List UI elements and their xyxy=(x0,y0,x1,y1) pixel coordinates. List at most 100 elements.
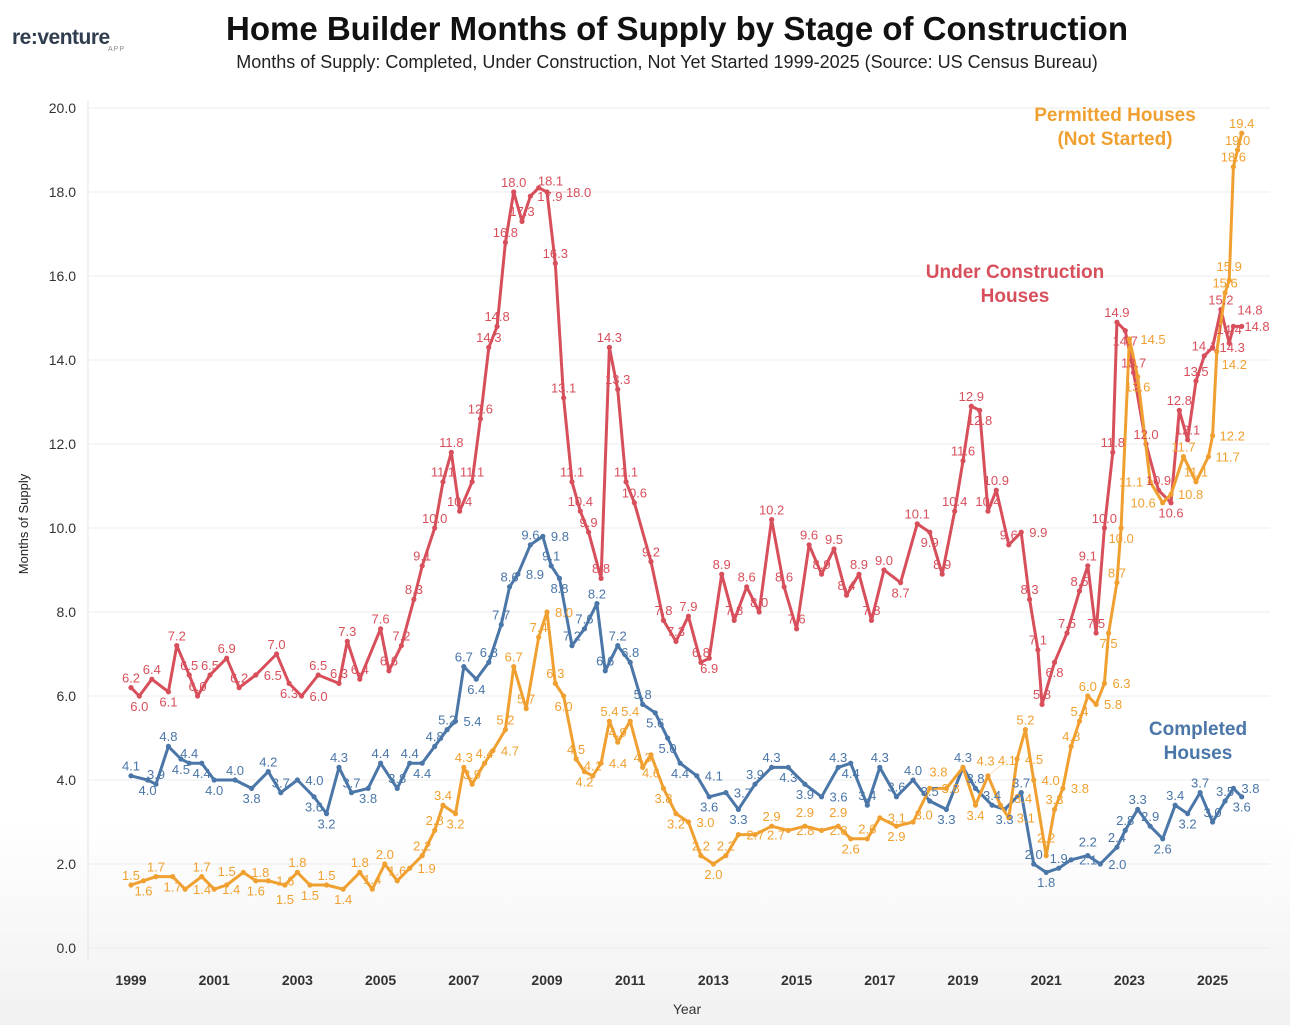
data-point xyxy=(315,672,321,678)
data-point xyxy=(1022,727,1028,733)
data-point xyxy=(323,882,330,888)
series-layer xyxy=(128,130,1245,892)
data-point xyxy=(457,508,463,514)
data-point xyxy=(1043,869,1049,876)
data-point xyxy=(581,769,588,775)
x-tick-label: 2021 xyxy=(1031,972,1062,988)
data-point xyxy=(927,785,933,792)
data-point xyxy=(448,449,454,455)
data-point xyxy=(515,571,521,577)
data-point xyxy=(323,811,330,817)
data-label: 8.6 xyxy=(501,570,519,585)
y-tick-label: 18.0 xyxy=(49,184,76,200)
data-point xyxy=(224,655,230,661)
data-label: 6.3 xyxy=(1112,676,1130,691)
data-label: 1.5 xyxy=(122,868,140,883)
y-tick-label: 0.0 xyxy=(57,940,77,956)
data-point xyxy=(411,596,417,603)
data-label: 5.0 xyxy=(659,741,677,756)
data-point xyxy=(1064,630,1070,636)
data-label: 5.2 xyxy=(1016,712,1034,727)
data-point xyxy=(1035,647,1041,653)
data-label: 6.3 xyxy=(546,666,564,681)
data-label: 8.3 xyxy=(1021,582,1039,597)
data-point xyxy=(311,794,317,800)
data-point xyxy=(985,508,991,514)
data-label: 11.7 xyxy=(1216,449,1240,464)
data-point xyxy=(494,323,500,329)
data-label: 7.3 xyxy=(338,624,356,639)
data-point xyxy=(698,659,704,666)
data-point xyxy=(631,500,637,506)
data-label: 3.7 xyxy=(1191,775,1209,790)
data-label: 11.8 xyxy=(1101,435,1125,450)
data-point xyxy=(843,592,850,598)
chart-subtitle: Months of Supply: Completed, Under Const… xyxy=(236,52,1098,72)
data-point xyxy=(452,718,459,724)
data-point xyxy=(581,626,588,632)
series-annotation: Under Construction xyxy=(926,262,1104,283)
data-point xyxy=(145,777,151,783)
data-label: 3.9 xyxy=(463,767,481,782)
data-label: 4.1 xyxy=(998,753,1016,768)
data-label: 11.1 xyxy=(614,465,638,480)
data-point xyxy=(943,806,949,813)
data-label: 1.8 xyxy=(351,855,369,870)
data-point xyxy=(1210,433,1216,439)
label-leader-line xyxy=(987,760,1008,777)
data-label: 3.4 xyxy=(434,788,452,803)
data-label: 2.0 xyxy=(1108,857,1126,872)
data-label: 8.6 xyxy=(738,570,756,585)
data-label: 12.8 xyxy=(1167,393,1192,408)
data-point xyxy=(249,785,255,792)
data-point xyxy=(698,853,704,859)
data-point xyxy=(1101,525,1108,531)
y-axis-label: Months of Supply xyxy=(16,473,31,574)
data-label: 10.6 xyxy=(1130,496,1155,511)
data-label: 5.4 xyxy=(463,714,481,729)
data-label: 4.2 xyxy=(259,754,277,769)
data-label: 8.9 xyxy=(850,557,868,572)
data-label: 6.8 xyxy=(1045,665,1063,680)
data-label: 3.8 xyxy=(359,791,377,806)
data-label: 14.3 xyxy=(597,330,622,345)
data-point xyxy=(199,874,205,880)
data-point xyxy=(236,685,242,691)
data-point xyxy=(527,193,533,199)
data-label: 17.9 xyxy=(537,189,562,204)
x-tick-label: 2009 xyxy=(531,972,562,988)
data-label: 14.8 xyxy=(484,309,509,324)
data-label: 3.2 xyxy=(317,816,335,831)
data-label: 3.9 xyxy=(796,787,814,802)
data-point xyxy=(1114,319,1120,325)
data-label: 5.8 xyxy=(1104,697,1122,712)
data-point xyxy=(569,479,575,485)
data-label: 4.8 xyxy=(426,729,444,744)
data-point xyxy=(382,861,388,867)
data-point xyxy=(274,651,280,657)
data-point xyxy=(977,407,983,413)
data-label: 2.2 xyxy=(413,838,431,853)
data-label: 8.2 xyxy=(588,586,606,601)
data-point xyxy=(232,777,238,783)
data-label: 3.4 xyxy=(983,788,1001,803)
x-tick-label: 2017 xyxy=(864,972,895,988)
data-label: 6.9 xyxy=(700,661,718,676)
data-point xyxy=(960,458,966,464)
data-point xyxy=(136,693,142,699)
data-point xyxy=(1185,811,1191,817)
data-label: 1.5 xyxy=(218,864,236,879)
data-label: 7.1 xyxy=(1029,633,1047,648)
data-point xyxy=(140,878,147,884)
data-label: 6.0 xyxy=(1079,679,1097,694)
data-point xyxy=(848,836,854,842)
data-label: 3.4 xyxy=(1166,788,1184,803)
data-point xyxy=(735,832,741,838)
data-point xyxy=(1097,861,1103,867)
data-point xyxy=(265,878,271,884)
data-point xyxy=(394,785,400,792)
data-label: 3.8 xyxy=(243,791,261,806)
data-label: 15.9 xyxy=(1217,259,1242,274)
data-label: 7.5 xyxy=(1100,636,1118,651)
data-label: 8.8 xyxy=(592,561,610,576)
